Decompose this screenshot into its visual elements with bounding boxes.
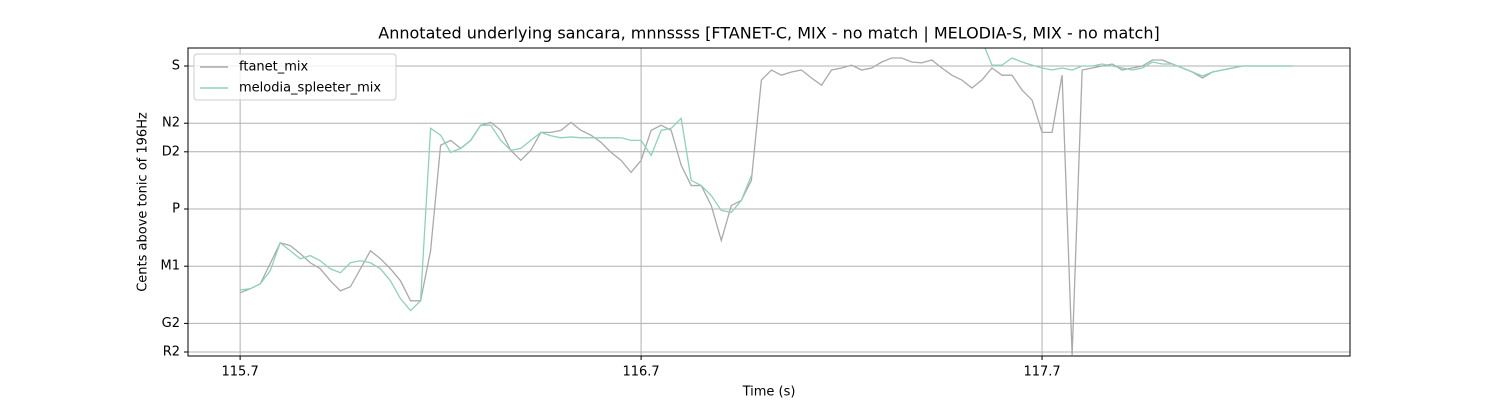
y-tick-label: N2 bbox=[162, 116, 180, 131]
y-tick-label: S bbox=[172, 59, 180, 74]
x-tick-label: 117.7 bbox=[1023, 365, 1060, 380]
x-tick-label: 116.7 bbox=[622, 365, 659, 380]
legend-label: melodia_spleeter_mix bbox=[239, 81, 381, 96]
y-axis-label: Cents above tonic of 196Hz bbox=[136, 112, 151, 292]
plot-frame bbox=[187, 47, 1351, 357]
legend-box bbox=[193, 53, 397, 101]
y-tick-label: R2 bbox=[163, 344, 180, 359]
chart-title: Annotated underlying sancara, mnnssss [F… bbox=[378, 24, 1159, 43]
y-tick-label: M1 bbox=[161, 259, 181, 274]
grid bbox=[184, 48, 1350, 360]
series-line bbox=[239, 57, 1293, 356]
legend-label: ftanet_mix bbox=[239, 60, 309, 75]
y-tick-label: G2 bbox=[162, 316, 180, 331]
y-tick-label: P bbox=[172, 202, 180, 217]
x-tick-label: 115.7 bbox=[222, 365, 259, 380]
legend: ftanet_mix melodia_spleeter_mix bbox=[193, 53, 397, 101]
x-axis-label: Time (s) bbox=[742, 385, 796, 400]
y-tick-label: D2 bbox=[162, 144, 180, 159]
plot-lines bbox=[239, 48, 1293, 356]
series-line bbox=[240, 48, 1293, 312]
